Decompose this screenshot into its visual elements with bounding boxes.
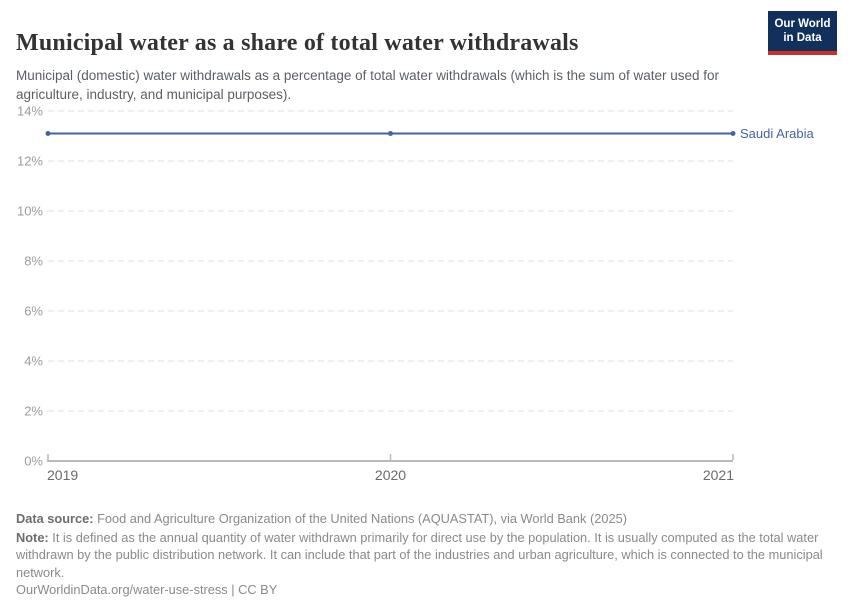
y-axis-tick-label: 4% [24, 354, 43, 369]
footer-datasource-text: Food and Agriculture Organization of the… [93, 510, 627, 526]
footer-note-label: Note: [16, 529, 49, 545]
page-subtitle: Municipal (domestic) water withdrawals a… [16, 67, 720, 102]
y-axis-tick-label: 0% [24, 454, 43, 469]
line-chart[interactable]: 0% 2% 4% 6% 8% 10% 12% 14% 2019 2020 2021 Saudi Ara… [0, 100, 850, 490]
x-axis-tick-label: 2021 [703, 467, 734, 483]
footer-datasource-label: Data source: [16, 510, 94, 526]
chart-svg: 0% 2% 4% 6% 8% 10% 12% 14% 2019 2020 2021 Saudi Ara… [17, 104, 815, 484]
y-axis-tick-label: 6% [24, 304, 43, 319]
data-point-marker[interactable] [730, 131, 736, 136]
y-axis-tick-label: 14% [17, 104, 43, 119]
series-end-label[interactable]: Saudi Arabia [740, 126, 814, 141]
footer-note-text: It is defined as the annual quantity of … [16, 529, 823, 580]
y-axis-tick-label: 2% [24, 404, 43, 419]
page-title: Municipal water as a share of total wate… [16, 30, 579, 57]
x-axis-tick-label: 2019 [47, 467, 78, 483]
owid-logo-line2: in Data [783, 31, 822, 44]
owid-logo-line1: Our World [774, 18, 831, 30]
footer-citation-link[interactable]: OurWorldinData.org/water-use-stress | CC… [16, 581, 278, 597]
owid-logo[interactable]: Our World in Data [768, 11, 837, 55]
data-point-marker[interactable] [45, 131, 51, 136]
footer-note: Note: It is defined as the annual quanti… [16, 529, 830, 582]
footer-datasource: Data source: Food and Agriculture Organi… [16, 510, 830, 528]
data-point-marker[interactable] [388, 131, 393, 136]
x-axis-tick-label: 2020 [375, 467, 406, 483]
y-axis-tick-label: 12% [17, 154, 43, 169]
y-axis-tick-label: 8% [24, 254, 43, 269]
y-axis-tick-label: 10% [17, 204, 43, 219]
